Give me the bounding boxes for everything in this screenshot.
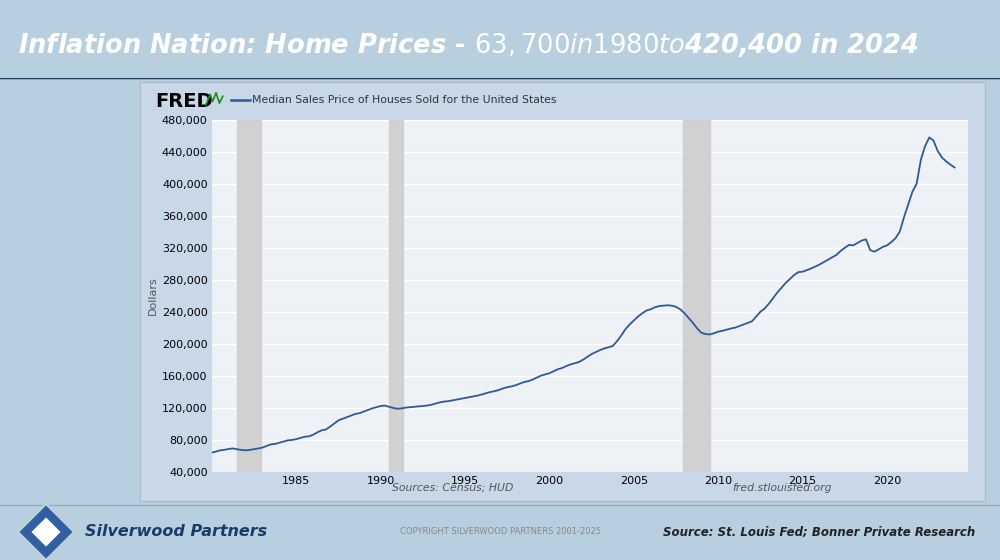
Bar xyxy=(0,78,1000,80)
Bar xyxy=(0,78,1000,79)
Bar xyxy=(0,78,1000,79)
Text: FRED: FRED xyxy=(155,92,213,111)
Polygon shape xyxy=(18,504,74,560)
Bar xyxy=(0,77,1000,78)
Bar xyxy=(0,78,1000,79)
Bar xyxy=(389,120,403,472)
Text: COPYRIGHT SILVERWOOD PARTNERS 2001-2025: COPYRIGHT SILVERWOOD PARTNERS 2001-2025 xyxy=(400,528,600,536)
Bar xyxy=(0,78,1000,79)
Bar xyxy=(0,78,1000,79)
Bar xyxy=(0,78,1000,79)
Bar xyxy=(0,78,1000,79)
Bar xyxy=(0,78,1000,79)
Bar xyxy=(0,78,1000,80)
Bar xyxy=(0,78,1000,80)
Bar xyxy=(0,78,1000,79)
Bar xyxy=(0,78,1000,80)
Bar xyxy=(0,78,1000,80)
Bar xyxy=(0,78,1000,80)
Bar xyxy=(0,78,1000,80)
Bar xyxy=(0,78,1000,80)
Bar xyxy=(0,78,1000,79)
Bar xyxy=(0,78,1000,79)
Bar xyxy=(0,78,1000,79)
Bar xyxy=(0,78,1000,79)
Bar xyxy=(0,78,1000,80)
Bar xyxy=(0,78,1000,79)
Text: Sources: Census; HUD: Sources: Census; HUD xyxy=(392,483,513,493)
Bar xyxy=(0,78,1000,80)
Bar xyxy=(0,78,1000,79)
Bar xyxy=(0,78,1000,79)
Bar xyxy=(0,78,1000,80)
Bar xyxy=(0,78,1000,79)
Bar xyxy=(0,78,1000,80)
Bar xyxy=(0,78,1000,79)
Bar xyxy=(0,78,1000,79)
Bar xyxy=(0,78,1000,79)
Bar xyxy=(0,78,1000,79)
Bar xyxy=(0,78,1000,79)
Bar xyxy=(0,78,1000,80)
Bar xyxy=(0,78,1000,80)
Bar xyxy=(0,78,1000,79)
Bar xyxy=(0,77,1000,78)
Bar xyxy=(0,78,1000,79)
Bar xyxy=(0,78,1000,79)
Bar xyxy=(0,78,1000,79)
Bar xyxy=(0,78,1000,80)
Bar xyxy=(0,78,1000,79)
Bar xyxy=(0,78,1000,79)
Bar xyxy=(0,78,1000,79)
Bar xyxy=(0,78,1000,79)
Bar xyxy=(0,78,1000,80)
Text: Inflation Nation: Home Prices - $63,700 in 1980 to $420,400 in 2024: Inflation Nation: Home Prices - $63,700 … xyxy=(18,31,919,59)
Bar xyxy=(0,78,1000,79)
Bar xyxy=(0,78,1000,80)
Bar xyxy=(0,78,1000,80)
Y-axis label: Dollars: Dollars xyxy=(148,276,158,315)
Text: Silverwood Partners: Silverwood Partners xyxy=(85,525,267,539)
Bar xyxy=(0,78,1000,79)
Text: Median Sales Price of Houses Sold for the United States: Median Sales Price of Houses Sold for th… xyxy=(252,95,557,105)
Bar xyxy=(0,78,1000,79)
Bar xyxy=(0,78,1000,79)
Bar xyxy=(683,120,710,472)
Text: fred.stlouisfed.org: fred.stlouisfed.org xyxy=(732,483,832,493)
Bar xyxy=(0,78,1000,79)
Text: Source: St. Louis Fed; Bonner Private Research: Source: St. Louis Fed; Bonner Private Re… xyxy=(663,525,975,539)
Bar xyxy=(0,78,1000,79)
Bar xyxy=(0,78,1000,80)
Bar xyxy=(0,78,1000,79)
Bar xyxy=(0,78,1000,80)
Bar xyxy=(0,78,1000,79)
Bar xyxy=(0,78,1000,79)
Bar xyxy=(0,78,1000,79)
Bar xyxy=(0,78,1000,79)
Bar xyxy=(0,78,1000,79)
Bar xyxy=(0,78,1000,80)
Bar xyxy=(0,78,1000,79)
Bar xyxy=(237,120,261,472)
Bar xyxy=(0,78,1000,79)
Polygon shape xyxy=(31,517,61,547)
Bar xyxy=(0,78,1000,80)
Bar xyxy=(0,78,1000,80)
Bar xyxy=(0,78,1000,79)
